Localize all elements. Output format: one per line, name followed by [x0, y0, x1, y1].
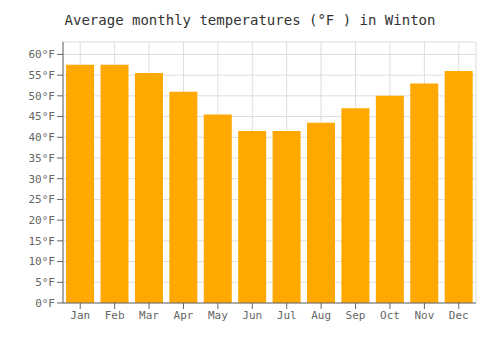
svg-text:Aug: Aug [311, 309, 331, 322]
svg-text:Feb: Feb [105, 309, 125, 322]
svg-text:50°F: 50°F [29, 90, 56, 103]
svg-text:Jun: Jun [242, 309, 262, 322]
svg-text:15°F: 15°F [29, 235, 56, 248]
svg-text:40°F: 40°F [29, 131, 56, 144]
svg-text:35°F: 35°F [29, 152, 56, 165]
svg-text:Mar: Mar [139, 309, 159, 322]
svg-text:Sep: Sep [346, 309, 366, 322]
svg-text:5°F: 5°F [35, 276, 55, 289]
svg-text:May: May [208, 309, 228, 322]
svg-text:25°F: 25°F [29, 193, 56, 206]
svg-text:0°F: 0°F [35, 297, 55, 310]
svg-text:55°F: 55°F [29, 69, 56, 82]
svg-text:10°F: 10°F [29, 255, 56, 268]
svg-text:60°F: 60°F [29, 48, 56, 61]
svg-text:20°F: 20°F [29, 214, 56, 227]
svg-text:45°F: 45°F [29, 110, 56, 123]
svg-text:Oct: Oct [380, 309, 400, 322]
svg-text:30°F: 30°F [29, 173, 56, 186]
svg-text:Nov: Nov [414, 309, 434, 322]
svg-text:Jul: Jul [277, 309, 297, 322]
html-text:Average monthly temperatures (: Average monthly temperatures (°F ) in Wi… [64, 12, 436, 28]
svg-text:Dec: Dec [449, 309, 469, 322]
svg-text:Jan: Jan [70, 309, 90, 322]
svg-text:Apr: Apr [174, 309, 194, 322]
